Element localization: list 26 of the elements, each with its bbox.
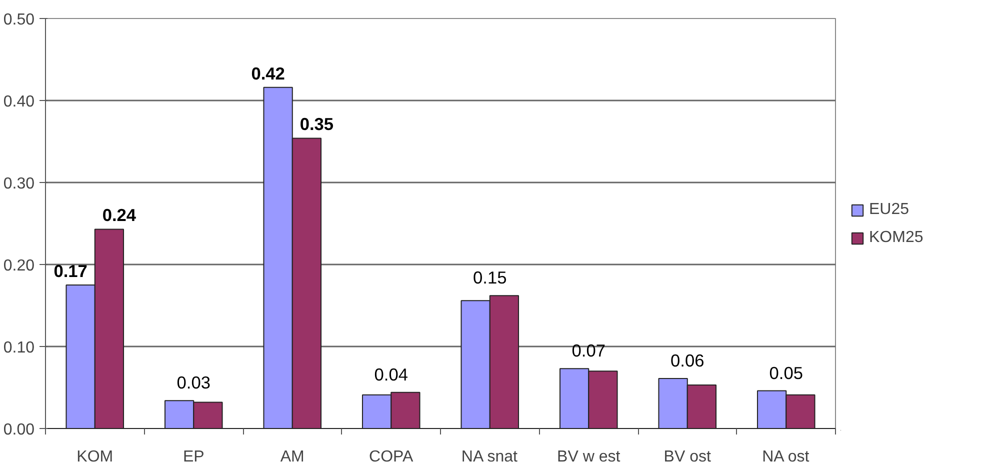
annotation: 0.07 [572, 340, 606, 361]
annotation: 0.15 [473, 268, 507, 288]
data-label: 0.17 [54, 261, 88, 281]
y-tick-label: 0.50 [3, 12, 35, 28]
data-label: 0.35 [300, 114, 334, 134]
annotation: 0.05 [769, 362, 803, 383]
data-label: 0.42 [251, 63, 285, 84]
annotation: 0.06 [670, 350, 704, 370]
y-tick-label: 0.30 [3, 176, 35, 192]
legend-label: KOM25 [869, 229, 924, 247]
x-tick-label: BV ost [664, 448, 712, 466]
x-tick-label: BV w est [557, 448, 621, 466]
x-tick-label: COPA [369, 448, 414, 466]
y-tick-label: 0.40 [3, 94, 35, 110]
x-tick-label: EP [182, 448, 204, 466]
annotation: 0.03 [176, 372, 210, 393]
data-label: 0.24 [102, 205, 136, 226]
annotation: 0.04 [374, 364, 408, 384]
legend-label: EU25 [869, 201, 910, 219]
y-tick-label: 0.00 [3, 422, 35, 438]
x-tick-label: NA ost [762, 448, 810, 466]
x-tick-label: KOM [76, 448, 114, 466]
x-tick-label: NA snat [461, 448, 518, 466]
y-tick-label: 0.10 [3, 340, 35, 356]
y-tick-label: 0.20 [3, 258, 35, 274]
x-tick-label: AM [280, 448, 304, 466]
